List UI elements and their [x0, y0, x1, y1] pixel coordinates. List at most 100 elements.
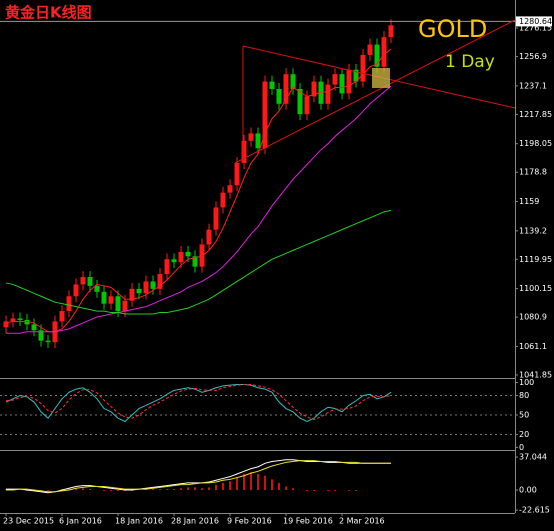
candle-body: [24, 319, 30, 325]
histogram-bar: [313, 490, 315, 491]
histogram-bar: [327, 490, 329, 491]
y-tick-label: 20: [519, 430, 529, 439]
histogram-bar: [222, 482, 224, 491]
y-tick-label: 1041.85: [519, 370, 552, 379]
histogram-bar: [68, 488, 70, 491]
histogram-bar: [208, 487, 210, 491]
histogram-bar: [278, 482, 280, 491]
candle-body: [283, 74, 289, 104]
histogram-bar: [271, 479, 273, 491]
candle-body: [87, 277, 93, 286]
histogram-bar: [355, 490, 357, 491]
y-tick-label: 0: [519, 443, 524, 452]
candle-body: [150, 281, 156, 289]
candle-body: [381, 37, 387, 67]
candle-body: [94, 285, 100, 292]
candle-body: [248, 133, 254, 141]
x-tick-label: 18 Jan 2016: [115, 517, 163, 526]
chart-title: 黄金日K线图: [5, 4, 92, 22]
trend-line: [234, 19, 516, 164]
histogram-bar: [257, 473, 259, 491]
candle-body: [157, 274, 163, 289]
x-tick-label: 9 Feb 2016: [227, 517, 272, 526]
candle-body: [101, 291, 107, 304]
y-tick-label: -22.615: [519, 506, 550, 515]
candle-body: [360, 54, 366, 82]
candle-body: [332, 74, 338, 85]
candle-body: [80, 277, 86, 285]
histogram-bar: [110, 490, 112, 491]
candle-body: [164, 259, 170, 275]
candle-body: [38, 330, 44, 341]
histogram-bar: [103, 490, 105, 491]
last-price-label: 1280.64: [519, 17, 552, 26]
candle-body: [199, 244, 205, 267]
histogram-bar: [306, 490, 308, 491]
candle-body: [325, 84, 331, 104]
candle-body: [213, 207, 219, 230]
candle-body: [374, 44, 380, 67]
histogram-bar: [264, 475, 266, 491]
histogram-bar: [194, 487, 196, 491]
oscillator-line: [5, 384, 392, 421]
histogram-bar: [159, 489, 161, 491]
candle-body: [241, 140, 247, 164]
y-tick-label: 1100.15: [519, 284, 552, 293]
x-tick-label: 2 Mar 2016: [339, 517, 385, 526]
candle-body: [66, 296, 72, 312]
candle-body: [297, 88, 303, 115]
histogram-bar: [47, 490, 49, 491]
histogram-bar: [250, 472, 252, 491]
candle-body: [10, 318, 16, 322]
y-tick-label: 1159: [519, 197, 539, 206]
histogram-bar: [75, 488, 77, 491]
candle-body: [171, 259, 177, 263]
candle-body: [367, 44, 373, 55]
y-tick-label: 1080.9: [519, 313, 547, 322]
trend-lines: [234, 19, 516, 164]
histogram-bar: [292, 488, 294, 491]
histogram-bar: [285, 486, 287, 491]
y-tick-label: 1256.9: [519, 52, 547, 61]
histogram-bar: [348, 490, 350, 491]
candle-body: [45, 340, 51, 343]
moving-average: [5, 209, 392, 315]
histogram-bar: [89, 489, 91, 491]
candle-body: [122, 300, 128, 312]
candle-body: [318, 81, 324, 104]
moving-average: [5, 48, 392, 333]
candle-body: [31, 324, 37, 331]
histogram-bar: [117, 490, 119, 491]
histogram-bar: [166, 489, 168, 491]
macd-line: [6, 460, 391, 493]
candle-body: [311, 81, 317, 97]
candle-body: [290, 74, 296, 89]
candle-body: [255, 133, 261, 149]
x-tick-label: 6 Jan 2016: [59, 517, 102, 526]
candle-body: [353, 69, 359, 82]
candle-body: [73, 284, 79, 297]
candle-body: [304, 96, 310, 115]
candle-body: [115, 296, 121, 312]
highlight-box: [372, 68, 390, 88]
histogram-bar: [201, 488, 203, 491]
candle-body: [227, 185, 233, 193]
candle-body: [388, 25, 394, 38]
y-tick-label: 1237.1: [519, 81, 547, 90]
histogram-bar: [82, 488, 84, 491]
histogram-bar: [152, 489, 154, 491]
y-tick-label: 80: [519, 391, 529, 400]
y-tick-label: 1139.2: [519, 226, 547, 235]
y-tick-label: 1276.15: [519, 24, 552, 33]
histogram-bar: [187, 487, 189, 491]
y-tick-label: 1178.8: [519, 168, 547, 177]
y-tick-label: 1217.85: [519, 110, 552, 119]
x-tick-label: 28 Jan 2016: [171, 517, 219, 526]
annotation: GOLD: [418, 15, 487, 43]
candle-body: [143, 281, 149, 294]
candle-body: [192, 256, 198, 267]
y-tick-label: 100: [519, 378, 534, 387]
histogram-bar: [215, 484, 217, 491]
histogram-bar: [236, 477, 238, 491]
